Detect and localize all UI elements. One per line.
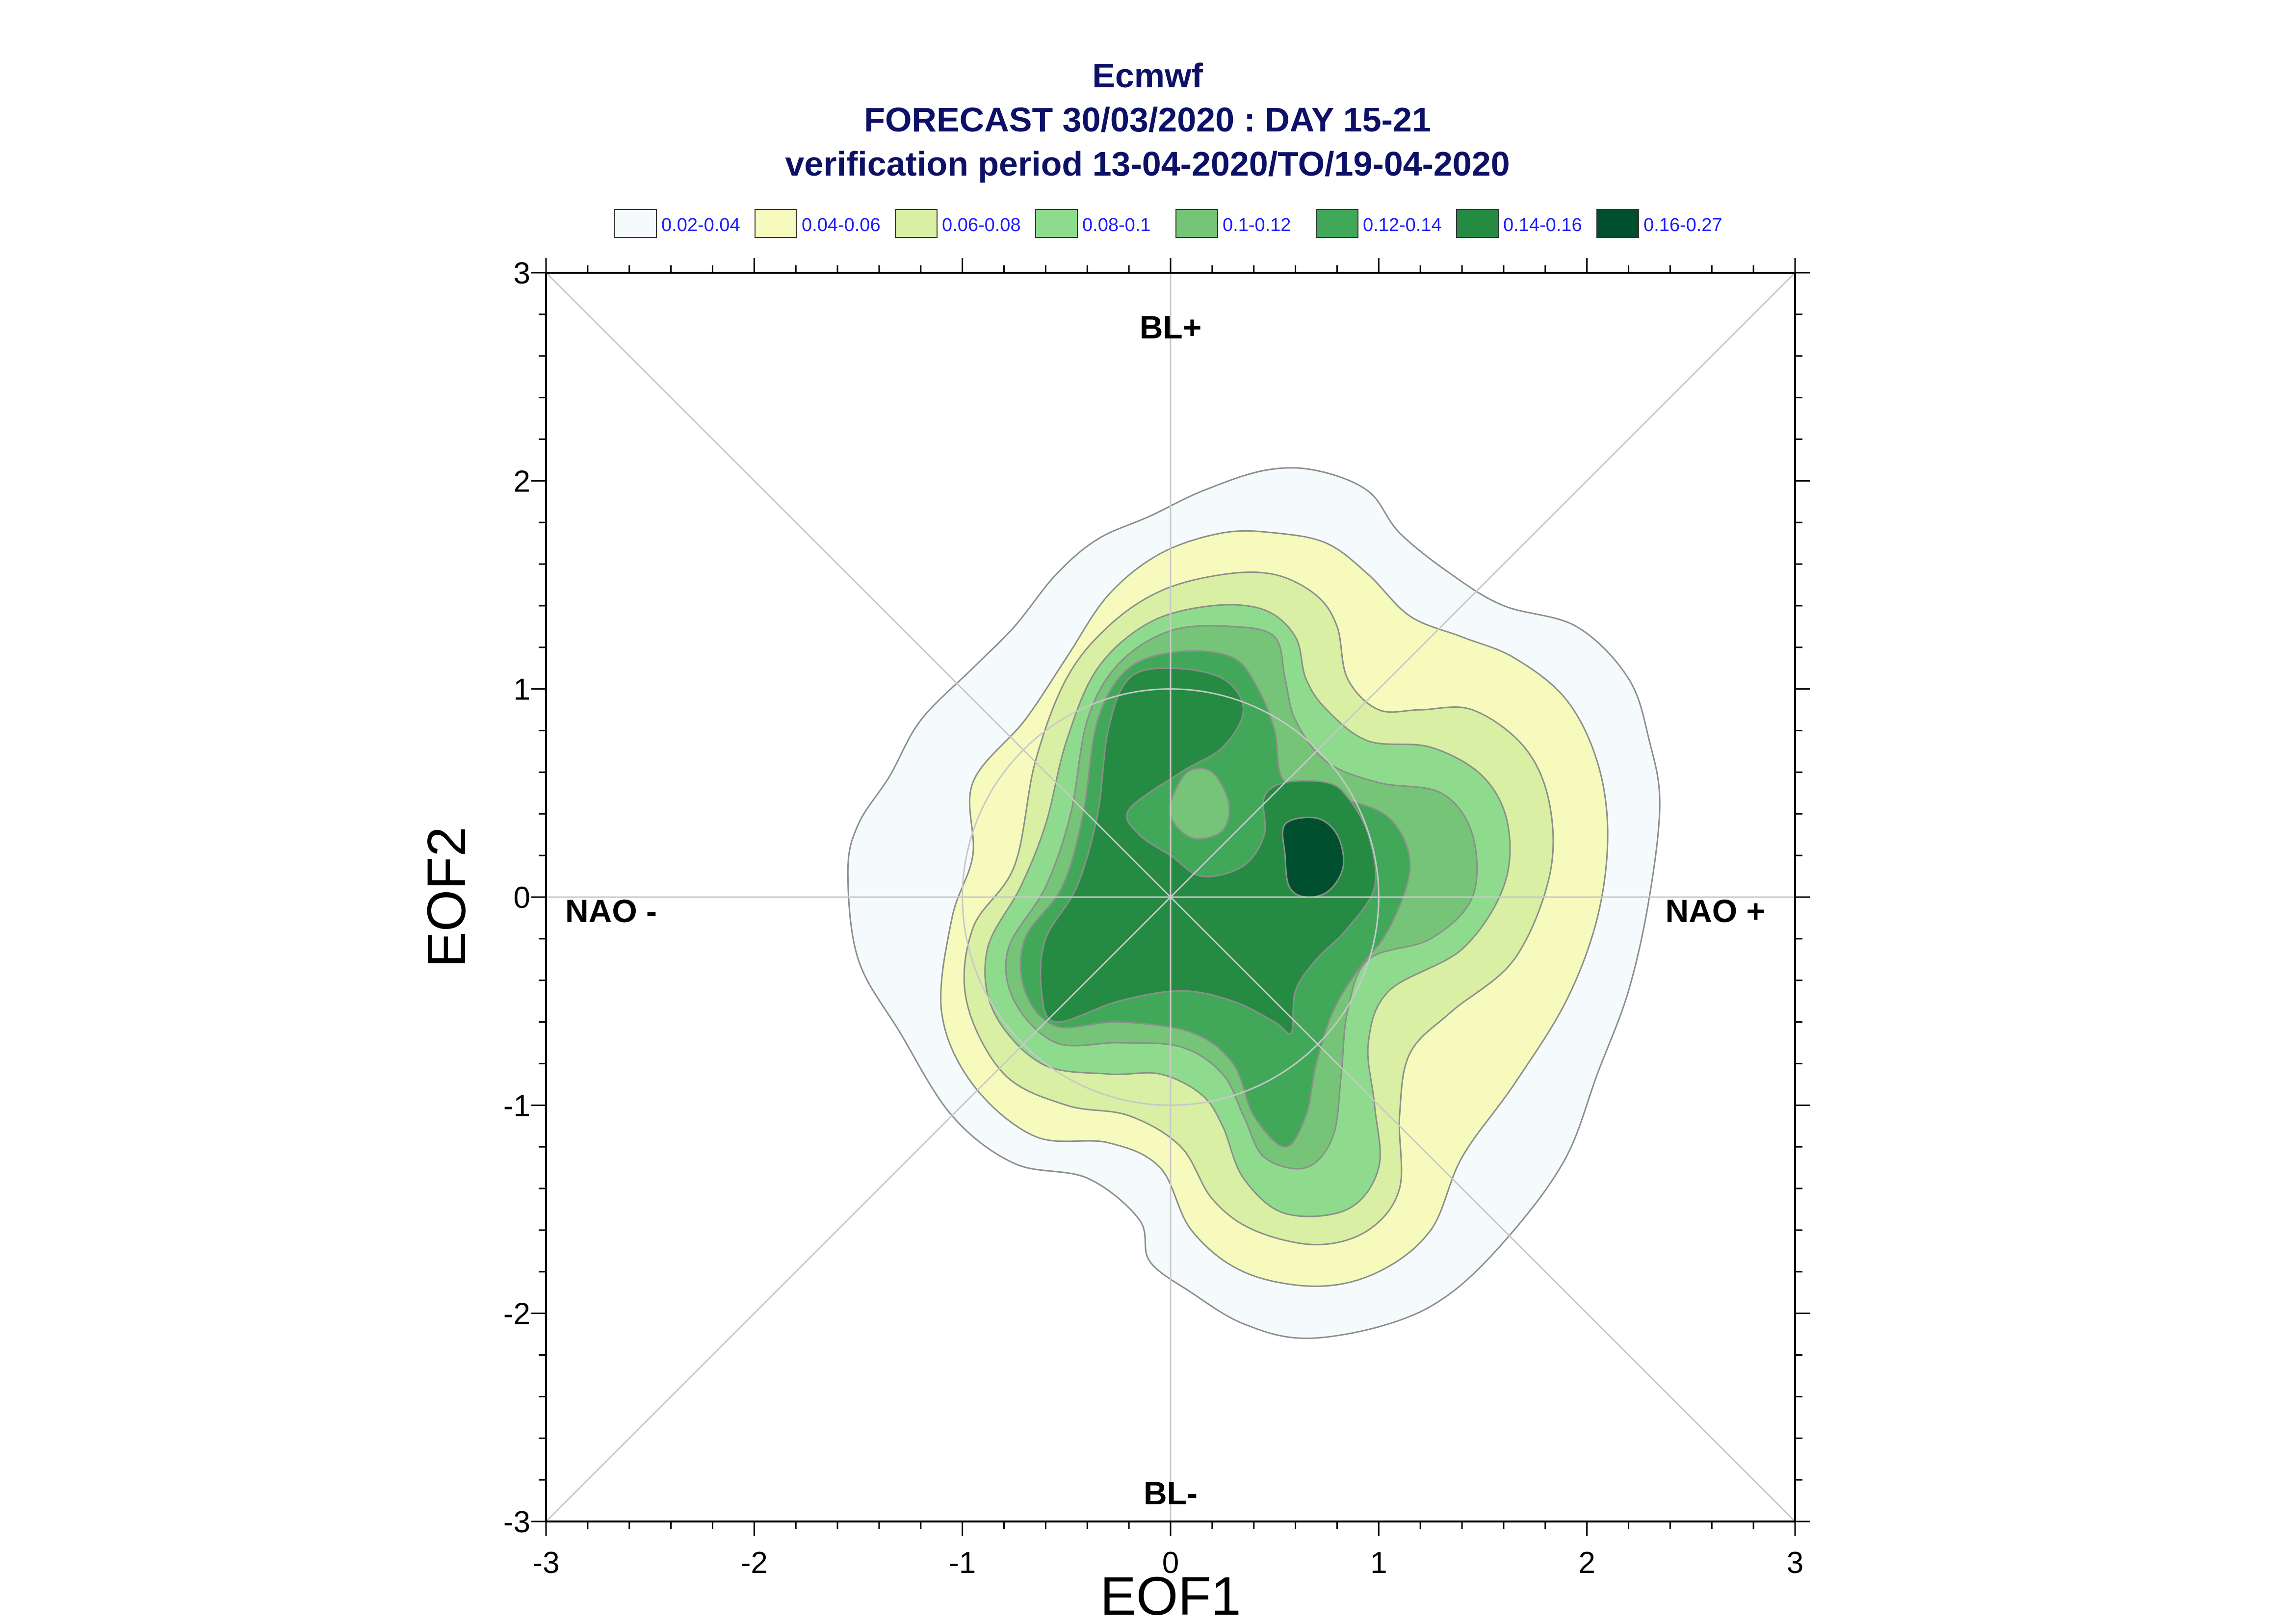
legend-label-6: 0.14-0.16 [1503,215,1582,235]
legend-swatch-2 [895,209,938,238]
axis-ticks: -3 -2 -1 0 1 2 3 3 2 1 0 -1 -2 -3 [503,257,1810,1580]
legend-swatch-3 [1035,209,1078,238]
y-tick-label: -3 [503,1505,530,1539]
x-axis-title: EOF1 [1100,1566,1241,1624]
x-tick-label: -2 [741,1546,768,1580]
regime-guides [546,273,1795,1521]
x-tick-label: 3 [1787,1546,1803,1580]
y-tick-label: 1 [514,673,530,707]
chart-subtitle-verification: verification period 13-04-2020/TO/19-04-… [785,145,1510,183]
legend-label-3: 0.08-0.1 [1082,215,1150,235]
contour-region-8 [1169,767,1230,840]
reference-circle [962,688,1380,1106]
legend-swatch-6 [1456,209,1499,238]
legend-swatch-1 [755,209,797,238]
y-tick-label: 2 [514,464,530,498]
x-tick-label: 0 [1162,1546,1179,1580]
contour-region-7 [1281,816,1345,898]
contour-region-6 [1040,667,1377,1034]
y-tick-label: 3 [514,257,530,290]
y-tick-label: -1 [503,1089,530,1123]
legend-label-1: 0.04-0.06 [802,215,881,235]
regime-label-nao-plus: NAO + [1665,893,1765,929]
density-contours [847,467,1661,1340]
y-tick-label: 0 [514,881,530,915]
x-tick-label: -1 [949,1546,976,1580]
x-tick-label: 1 [1370,1546,1387,1580]
legend-swatch-7 [1596,209,1639,238]
x-tick-label: 2 [1578,1546,1595,1580]
regime-label-bl-minus: BL- [1144,1475,1198,1511]
legend-label-0: 0.02-0.04 [661,215,740,235]
chart-title: Ecmwf [1092,56,1203,95]
chart-title-block: Ecmwf FORECAST 30/03/2020 : DAY 15-21 ve… [785,56,1510,183]
legend-swatch-5 [1316,209,1358,238]
chart-subtitle-forecast: FORECAST 30/03/2020 : DAY 15-21 [864,101,1431,139]
legend-label-2: 0.06-0.08 [942,215,1021,235]
y-axis-title: EOF2 [417,826,477,967]
legend-label-7: 0.16-0.27 [1643,215,1722,235]
y-tick-label: -2 [503,1297,530,1331]
x-tick-label: -3 [532,1546,559,1580]
regime-label-nao-minus: NAO - [565,893,657,929]
legend-label-4: 0.1-0.12 [1223,215,1291,235]
regime-label-bl-plus: BL+ [1140,309,1202,345]
legend-swatch-4 [1175,209,1218,238]
legend-label-5: 0.12-0.14 [1363,215,1442,235]
chart-legend: 0.02-0.04 0.04-0.06 0.06-0.08 0.08-0.1 0.1-0… [614,209,1722,238]
legend-swatch-0 [614,209,657,238]
